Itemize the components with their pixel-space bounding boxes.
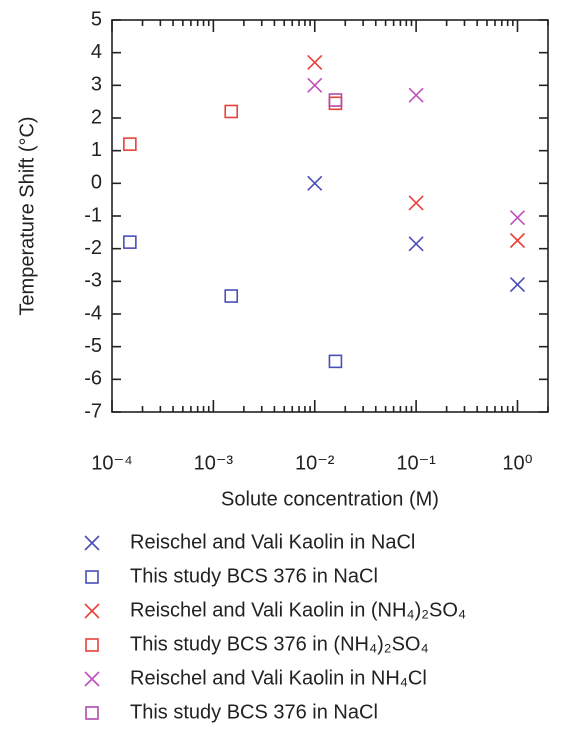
marker-square [123, 235, 137, 249]
marker-x [84, 535, 100, 551]
marker-x [408, 195, 424, 211]
marker-square [224, 104, 239, 119]
marker-square [224, 289, 239, 303]
y-axis-title: Temperature Shift (°C) [16, 116, 38, 315]
marker-x [509, 277, 526, 293]
legend-label: This study BCS 376 in (NH₄)₂SO₄ [130, 633, 429, 655]
marker-x [307, 77, 323, 93]
y-tick-label: -5 [84, 335, 102, 357]
x-tick-label: 10⁰ [502, 452, 532, 474]
marker-x [509, 232, 526, 249]
marker-square [85, 638, 99, 652]
marker-x [408, 236, 424, 252]
y-tick-label: 2 [91, 106, 102, 128]
marker-x [84, 671, 100, 687]
y-tick-label: 5 [91, 8, 102, 30]
y-tick-label: 4 [91, 41, 102, 63]
marker-x [408, 87, 424, 103]
x-tick-label: 10⁻⁴ [91, 452, 132, 474]
marker-square [123, 137, 137, 151]
marker-x [307, 54, 323, 71]
y-tick-label: 0 [91, 172, 102, 194]
y-tick-label: 1 [91, 139, 102, 161]
y-tick-label: -3 [84, 270, 102, 292]
marker-x [84, 603, 100, 619]
y-tick-label: -2 [84, 237, 102, 259]
x-tick-label: 10⁻³ [194, 452, 234, 474]
marker-x [307, 175, 323, 191]
y-tick-label: -4 [84, 302, 102, 324]
legend-label: This study BCS 376 in NaCl [130, 565, 378, 587]
legend-label: Reischel and Vali Kaolin in (NH₄)₂SO₄ [130, 599, 466, 621]
x-axis-title: Solute concentration (M) [221, 488, 439, 510]
marker-square [328, 93, 343, 107]
x-tick-label: 10⁻¹ [396, 452, 436, 474]
legend-label: Reischel and Vali Kaolin in NH₄Cl [130, 667, 427, 689]
marker-square [85, 570, 99, 584]
y-tick-label: 3 [91, 74, 102, 96]
x-tick-label: 10⁻² [295, 452, 335, 474]
legend-label: Reischel and Vali Kaolin in NaCl [130, 531, 415, 553]
y-tick-label: -1 [84, 204, 102, 226]
y-tick-label: -7 [84, 400, 102, 422]
legend-label: This study BCS 376 in NaCl [130, 701, 378, 723]
marker-x [509, 210, 526, 226]
marker-square [85, 706, 99, 720]
marker-square [328, 354, 343, 369]
plot-frame [111, 19, 549, 413]
marker-square [328, 96, 343, 111]
y-tick-label: -6 [84, 368, 102, 390]
